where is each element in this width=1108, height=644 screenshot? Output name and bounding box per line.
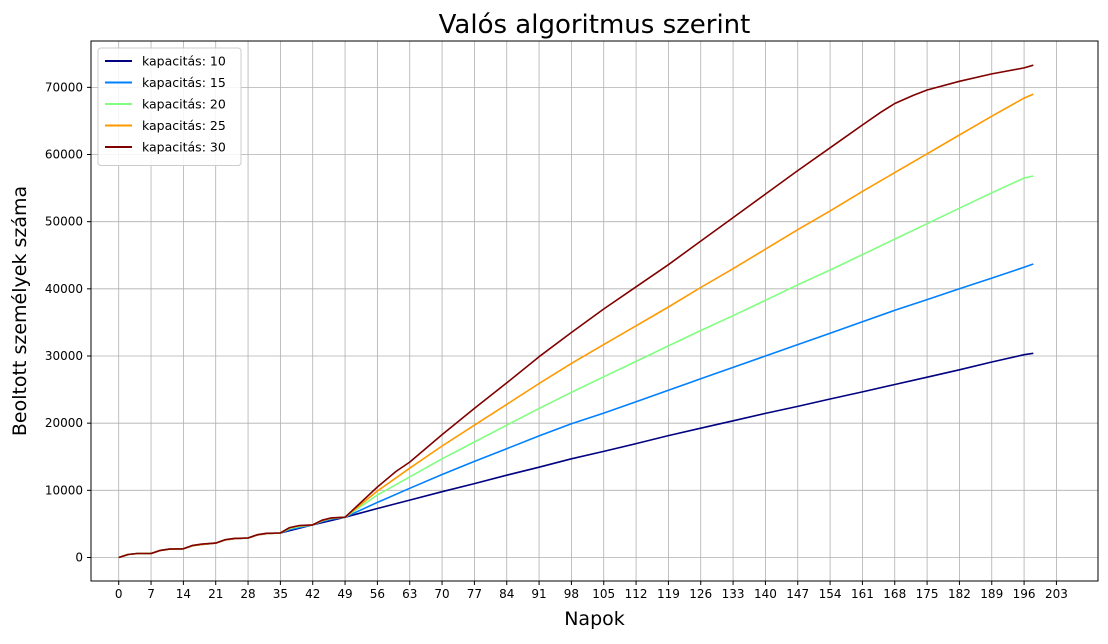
legend-label-3: kapacitás: 20 — [142, 97, 226, 112]
series-lines — [118, 64, 1034, 559]
x-tick-label: 7 — [147, 587, 155, 601]
legend-label-4: kapacitás: 25 — [142, 118, 226, 133]
x-tick-label: 28 — [240, 587, 255, 601]
x-tick-label: 63 — [402, 587, 417, 601]
x-tick-label: 14 — [176, 587, 191, 601]
x-tick-label: 196 — [1013, 587, 1036, 601]
x-tick-label: 189 — [980, 587, 1003, 601]
legend-box — [97, 47, 242, 166]
x-tick-label: 42 — [305, 587, 320, 601]
axis-ticks: 0 7 14 21 28 35 42 49 56 63 70 77 84 91 98 105 112 119 126… — [45, 80, 1068, 601]
x-tick-label: 126 — [689, 587, 712, 601]
y-tick-label: 70000 — [45, 80, 83, 94]
y-tick-label: 30000 — [45, 349, 83, 363]
x-tick-label: 70 — [434, 587, 449, 601]
x-tick-label: 154 — [819, 587, 842, 601]
x-tick-label: 161 — [851, 587, 874, 601]
y-tick-label: 0 — [75, 550, 83, 564]
x-tick-label: 119 — [657, 587, 680, 601]
chart-title: Valós algoritmus szerint — [439, 10, 751, 40]
x-tick-label: 140 — [754, 587, 777, 601]
x-tick-label: 49 — [337, 587, 352, 601]
legend-label-2: kapacitás: 15 — [142, 75, 226, 90]
legend-label-5: kapacitás: 30 — [142, 140, 226, 155]
y-tick-label: 10000 — [45, 483, 83, 497]
x-tick-label: 168 — [883, 587, 906, 601]
x-tick-label: 112 — [625, 587, 648, 601]
x-tick-label: 105 — [592, 587, 615, 601]
y-tick-label: 60000 — [45, 148, 83, 162]
x-tick-label: 0 — [115, 587, 123, 601]
x-tick-label: 77 — [467, 587, 482, 601]
x-tick-label: 182 — [948, 587, 971, 601]
x-tick-label: 91 — [531, 587, 546, 601]
x-tick-label: 35 — [273, 587, 288, 601]
legend-label-1: kapacitás: 10 — [142, 54, 226, 69]
y-tick-label: 20000 — [45, 416, 83, 430]
x-tick-label: 84 — [499, 587, 514, 601]
x-tick-label: 133 — [722, 587, 745, 601]
x-tick-label: 203 — [1045, 587, 1068, 601]
y-tick-label: 40000 — [45, 282, 83, 296]
x-tick-label: 98 — [564, 587, 579, 601]
x-tick-label: 56 — [370, 587, 385, 601]
legend: kapacitás: 10 kapacitás: 15 kapacitás: 20 k… — [97, 47, 242, 166]
series-line-5 — [118, 64, 1034, 559]
x-tick-label: 21 — [208, 587, 223, 601]
y-tick-label: 50000 — [45, 215, 83, 229]
x-axis-label: Napok — [564, 608, 625, 630]
plot-frame — [90, 40, 1099, 582]
x-tick-label: 175 — [916, 587, 939, 601]
x-tick-label: 147 — [786, 587, 809, 601]
y-axis-label: Beoltott személyek száma — [9, 186, 31, 436]
